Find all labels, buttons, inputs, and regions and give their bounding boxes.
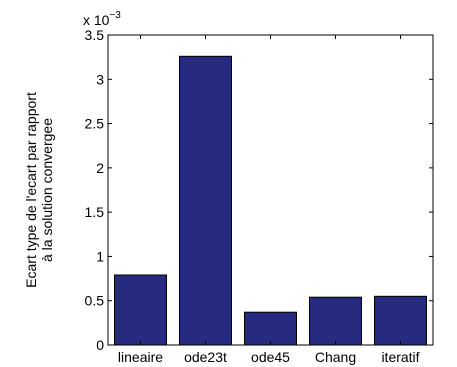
bar-chang [309,296,362,346]
bar-iteratif [374,295,427,346]
x-tick-label: lineaire [118,349,163,365]
y-tick-label: 1.5 [85,204,105,220]
x-ticks-group: lineaire ode23t ode45 Chang iteratif [118,35,420,365]
x-tick-label: ode23t [184,349,227,365]
x-tick-label: Chang [315,349,356,365]
y-ticks-group: 0 0.5 1 1.5 2 2.5 3 3.5 [85,27,433,353]
bar-lineaire [114,274,167,346]
y-tick-label: 2.5 [85,116,105,132]
y-axis-label-line-1: Ecart type de l'ecart par rapport [23,92,39,288]
x-tick-label: ode45 [251,349,290,365]
bars-group [114,55,427,346]
bar-ode23t [179,55,232,346]
x-tick-label: iteratif [381,349,419,365]
y-exponent-base: x 10 [83,12,110,28]
y-tick-label: 3.5 [85,27,105,43]
y-axis-label: Ecart type de l'ecart par rapport à la s… [23,92,55,288]
y-tick-label: 0 [96,337,104,353]
y-tick-label: 3 [96,71,104,87]
y-tick-label: 1 [96,248,104,264]
y-exponent-power: −3 [109,10,121,21]
y-axis-label-line-2: à la solution convergee [39,118,55,262]
y-tick-label: 0.5 [85,293,105,309]
y-tick-label: 2 [96,160,104,176]
bar-ode45 [244,311,297,346]
y-exponent-label: x 10−3 [83,10,121,28]
